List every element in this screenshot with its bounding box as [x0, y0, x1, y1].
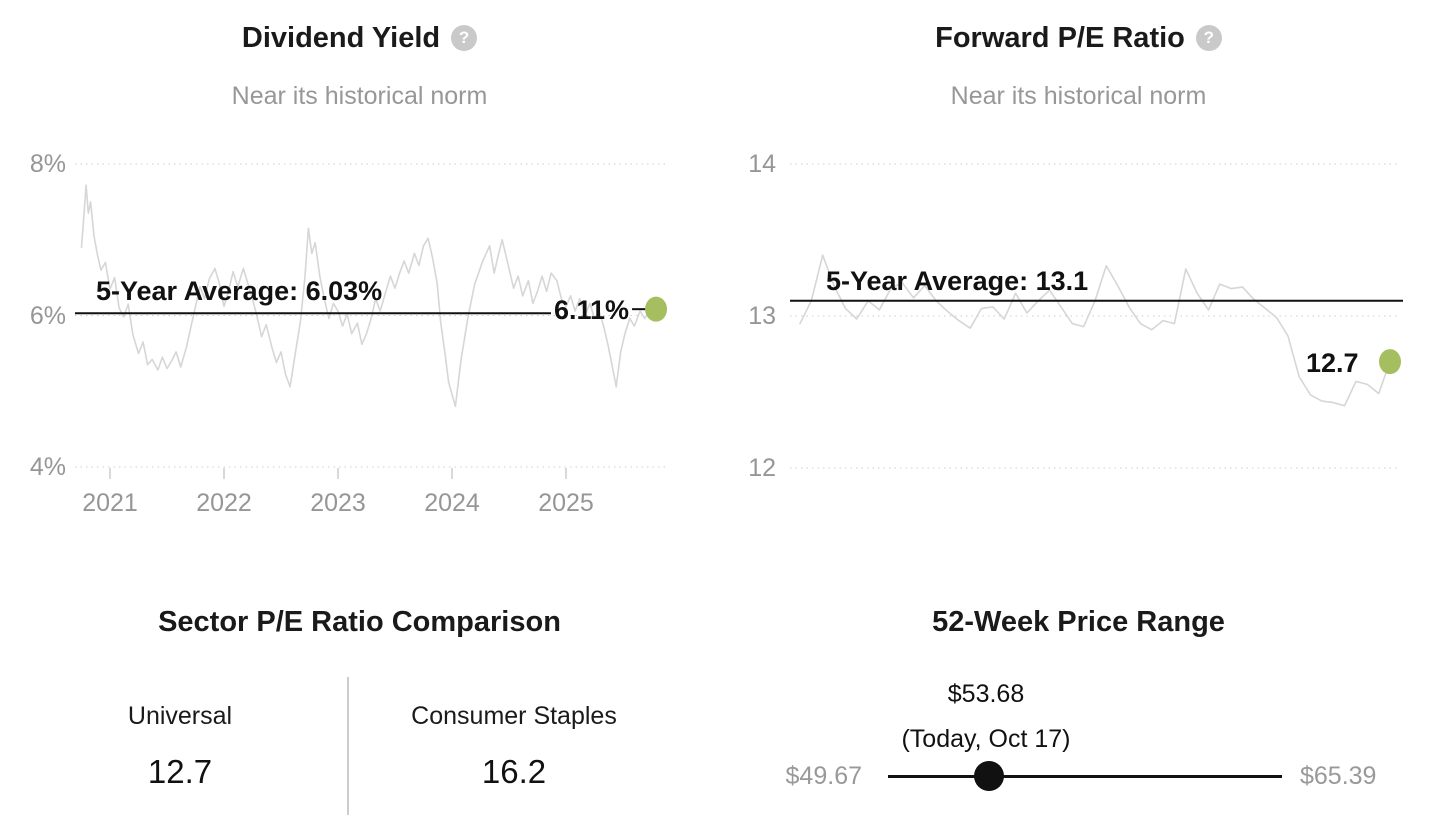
current-price: $53.68	[947, 680, 1025, 708]
x-axis-tick: 2024	[424, 489, 480, 517]
average-annotation: 5-Year Average: 13.1	[826, 266, 1089, 296]
forward-pe-assessment: Near its historical norm	[950, 82, 1207, 110]
question-mark-icon[interactable]: ?	[1195, 25, 1222, 51]
price-range-title: 52-Week Price Range	[932, 606, 1225, 638]
question-mark-icon[interactable]: ?	[451, 25, 478, 51]
comparison-label-consumer-staples: Consumer Staples	[411, 702, 617, 730]
dividend-yield-header: Dividend Yield ?	[0, 20, 719, 56]
y-axis-tick: 14	[748, 150, 776, 178]
x-axis-tick: 2022	[196, 489, 252, 517]
vertical-divider	[347, 677, 349, 815]
y-axis-tick: 4%	[29, 453, 66, 481]
dividend-yield-plot	[75, 163, 668, 479]
sector-comparison-title: Sector P/E Ratio Comparison	[158, 606, 561, 638]
price-range-low: $49.67	[785, 762, 862, 790]
comparison-value-consumer-staples: 16.2	[481, 753, 547, 790]
current-value-label: 6.11%	[554, 295, 630, 325]
y-axis-tick: 8%	[29, 150, 66, 178]
comparison-value-universal: 12.7	[147, 753, 213, 790]
price-range-high: $65.39	[1300, 762, 1377, 790]
x-axis-tick: 2025	[538, 489, 594, 517]
forward-pe-header: Forward P/E Ratio ?	[719, 20, 1438, 56]
x-axis-tick: 2021	[82, 489, 138, 517]
forward-pe-plot	[790, 163, 1403, 469]
dividend-yield-title: Dividend Yield	[241, 22, 441, 54]
current-value-label: 12.7	[1306, 348, 1359, 378]
price-slider-handle	[973, 761, 1004, 791]
y-axis-tick: 12	[748, 454, 776, 482]
price-range-track	[888, 775, 1282, 778]
y-axis-tick: 13	[748, 302, 776, 330]
forward-pe-title: Forward P/E Ratio	[935, 22, 1185, 54]
y-axis-tick: 6%	[29, 302, 66, 330]
dividend-yield-assessment: Near its historical norm	[231, 82, 488, 110]
current-price-date: (Today, Oct 17)	[901, 725, 1071, 753]
x-axis-tick: 2023	[310, 489, 366, 517]
average-annotation: 5-Year Average: 6.03%	[96, 276, 383, 306]
comparison-label-universal: Universal	[127, 702, 233, 730]
